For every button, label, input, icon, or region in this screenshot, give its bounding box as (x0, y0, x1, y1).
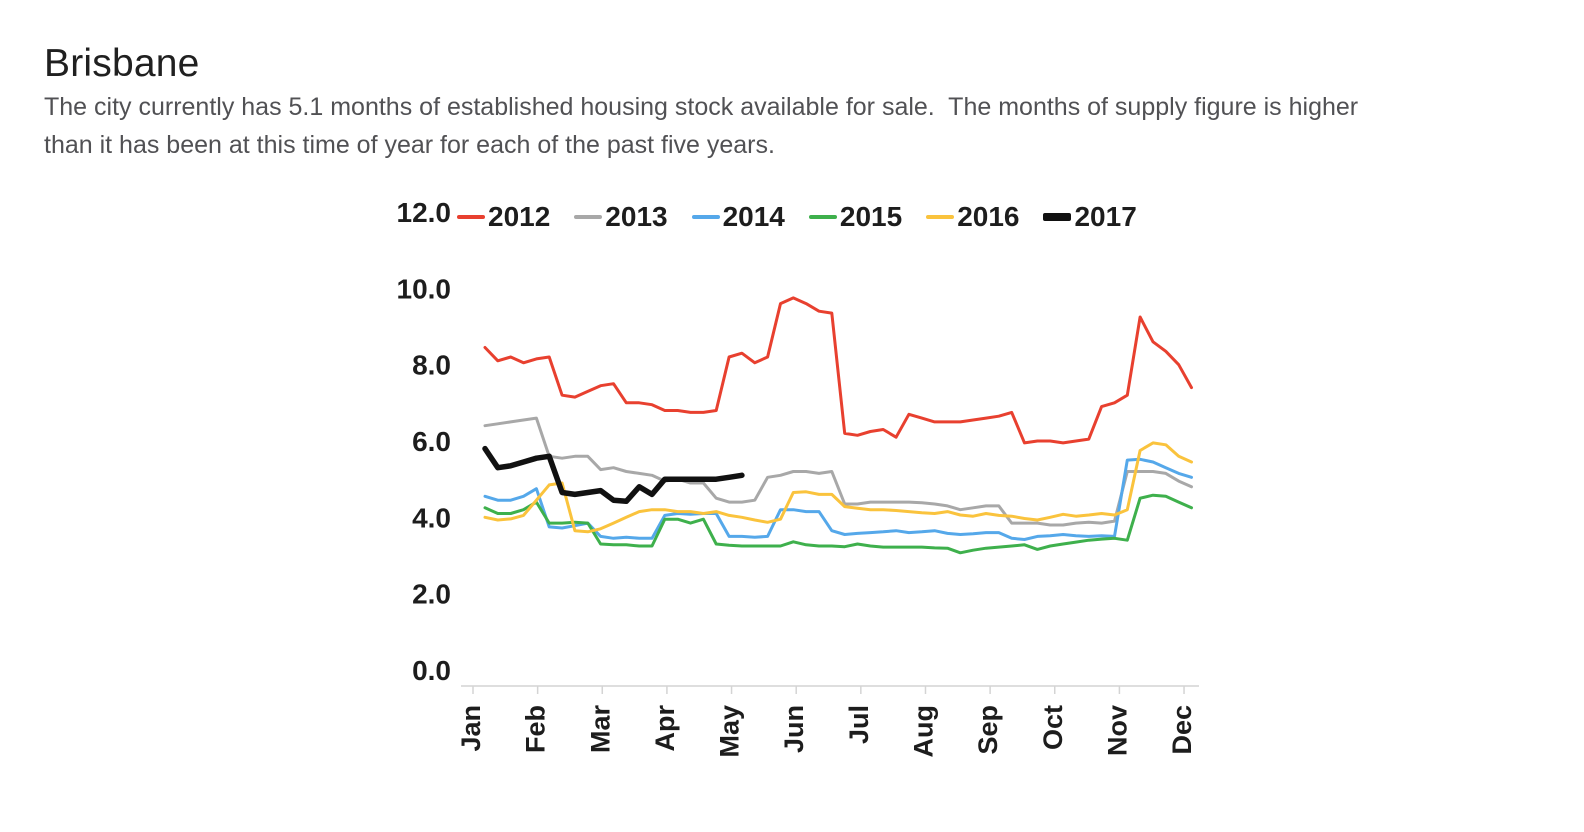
legend-swatch-2013 (574, 215, 603, 219)
legend-item-2013: 2013 (574, 201, 668, 233)
x-axis-label-Apr: Apr (650, 705, 680, 752)
x-axis-label-Aug: Aug (908, 705, 938, 757)
x-axis-label-May: May (715, 705, 745, 758)
legend-label-2012: 2012 (488, 201, 551, 232)
series-line-2017 (482, 445, 745, 505)
legend-swatch-2015 (808, 215, 837, 219)
x-axis-label-Nov: Nov (1102, 705, 1132, 756)
legend-item-2012: 2012 (457, 201, 550, 233)
x-axis-label-Sep: Sep (973, 705, 1003, 755)
y-axis-label-2.0: 2.0 (412, 579, 451, 610)
y-axis-label-8.0: 8.0 (412, 350, 451, 381)
x-axis-label-Jan: Jan (456, 705, 486, 752)
intro-paragraph: The city currently has 5.1 months of est… (44, 88, 1544, 164)
series-line-2015 (483, 493, 1193, 555)
legend-swatch-2017 (1043, 213, 1072, 221)
intro-paragraph-line-2: than it has been at this time of year fo… (44, 131, 775, 159)
x-axis-label-Oct: Oct (1038, 705, 1068, 750)
intro-paragraph-line-1: The city currently has 5.1 months of est… (44, 93, 1359, 121)
legend-item-2016: 2016 (926, 201, 1019, 233)
legend-label-2015: 2015 (839, 201, 903, 232)
series-line-2013 (483, 416, 1193, 527)
series-line-2016 (483, 441, 1193, 534)
y-axis-label-0.0: 0.0 (412, 655, 451, 686)
x-axis-label-Feb: Feb (521, 705, 551, 753)
x-axis-label-Dec: Dec (1167, 705, 1197, 755)
x-axis-label-Jul: Jul (844, 705, 874, 744)
legend-item-2017: 2017 (1043, 201, 1137, 233)
legend-swatch-2012 (457, 215, 485, 219)
legend-label-2013: 2013 (605, 201, 668, 232)
legend-item-2014: 2014 (691, 201, 785, 233)
x-axis-label-Mar: Mar (585, 705, 615, 754)
y-axis-label-4.0: 4.0 (412, 502, 451, 533)
series-line-2012 (483, 296, 1193, 445)
y-axis-label-10.0: 10.0 (397, 273, 452, 304)
legend-swatch-2016 (926, 215, 955, 219)
legend-label-2016: 2016 (957, 201, 1020, 232)
y-axis-label-12.0: 12.0 (397, 197, 452, 228)
series-line-2014 (483, 457, 1193, 541)
legend-label-2017: 2017 (1074, 201, 1137, 232)
page-title: Brisbane (44, 42, 200, 86)
chart-legend: 2012 2013 2014 2015 2016 2017 (457, 201, 1137, 233)
legend-item-2015: 2015 (808, 201, 903, 233)
legend-swatch-2014 (691, 215, 720, 219)
x-axis-label-Jun: Jun (779, 705, 809, 753)
legend-label-2014: 2014 (722, 201, 785, 232)
y-axis-label-6.0: 6.0 (412, 426, 451, 457)
